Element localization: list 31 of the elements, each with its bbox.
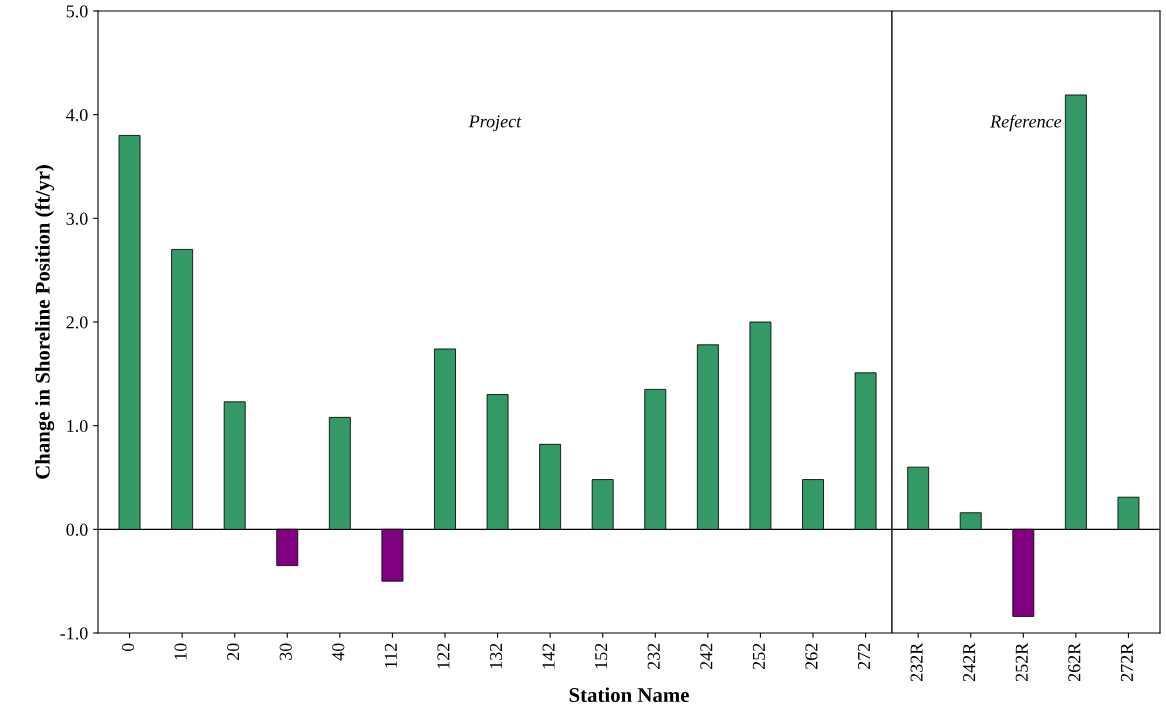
x-tick-label: 112 <box>384 643 397 668</box>
x-tick-label: 232R <box>910 642 923 682</box>
x-tick-label: 10 <box>174 643 187 660</box>
x-tick-label: 142 <box>542 643 555 669</box>
y-tick-label: 1.0 <box>67 419 88 433</box>
y-tick-label: 4.0 <box>66 108 88 122</box>
x-tick-label: 242 <box>700 643 713 670</box>
x-tick-label: 262R <box>1068 642 1081 682</box>
y-tick-label: 2.0 <box>66 316 88 329</box>
x-tick-label: 252 <box>752 643 765 670</box>
x-tick-label: 262 <box>805 643 818 670</box>
x-tick-label: 40 <box>332 643 345 661</box>
x-tick-label: 30 <box>279 643 292 660</box>
y-tick-label: -1.0 <box>60 627 88 640</box>
x-tick-label: 272 <box>857 643 870 670</box>
y-axis-title: Change in Shoreline Position (ft/yr) <box>34 165 55 479</box>
x-tick-label: 20 <box>227 643 240 660</box>
x-tick-label: 152 <box>595 643 608 669</box>
x-tick-label: 242R <box>963 642 976 682</box>
x-tick-label: 122 <box>437 643 450 669</box>
y-tick-label: 3.0 <box>66 212 88 225</box>
x-tick-label: 132 <box>489 643 503 669</box>
x-tick-label: 232 <box>647 643 660 670</box>
x-tick-label: 0 <box>121 643 135 652</box>
annotation: Reference <box>990 114 1062 132</box>
x-axis-title: Station Name <box>569 687 689 703</box>
y-tick-label: 0.0 <box>66 523 88 536</box>
y-tick-label: 5.0 <box>66 5 88 18</box>
x-tick-label: 252R <box>1015 642 1028 682</box>
annotation: Project <box>468 115 522 132</box>
x-tick-label: 272R <box>1120 642 1133 682</box>
